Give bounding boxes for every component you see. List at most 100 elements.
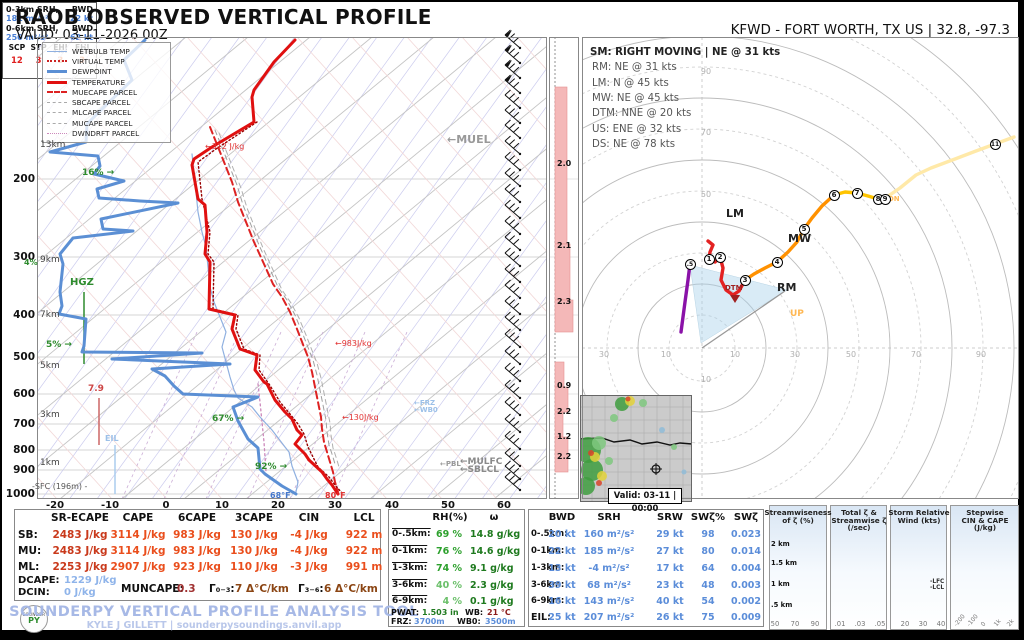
thermo-header-CIN: CIN	[298, 512, 320, 524]
height-label: 1km	[40, 458, 60, 468]
rh-row-label: 3-6km:	[392, 580, 428, 590]
temp-axis-tick: 0	[162, 500, 170, 511]
thermo-value: 130 J/kg	[230, 545, 278, 557]
legend-item-muecape: MUECAPE PARCEL	[47, 87, 166, 97]
thermo-value: -4 J/kg	[290, 529, 328, 541]
wb-value: 21 °C	[487, 608, 511, 617]
thermo-header-3CAPE: 3CAPE	[234, 512, 274, 524]
shear-header-1: SRH	[597, 512, 621, 523]
rh-row-label: 6-9km:	[392, 596, 428, 606]
frz-value: 3700m	[414, 617, 445, 626]
hodo-height-marker-2: 2	[714, 251, 726, 263]
skewt-annotation: ←312 J/kg	[205, 142, 245, 151]
skewt-annotation: ←SBLCL	[460, 465, 499, 475]
rh-value: 40 %	[435, 580, 462, 591]
shear-value: 0.002	[730, 596, 762, 607]
temperature-line-swatch	[47, 80, 67, 84]
thermo-value: 983 J/kg	[173, 529, 221, 541]
wind-barb-flag	[505, 30, 512, 37]
rh-row-label: 0-.5km:	[392, 529, 431, 539]
mlcape-line-swatch	[47, 112, 67, 114]
wb0-value: 3500m	[485, 617, 516, 626]
shear-value: 0.023	[730, 529, 762, 540]
panel-2-title-line: Wind (kts)	[897, 515, 941, 525]
shear-value: 75	[701, 612, 715, 623]
rh-value: 76 %	[435, 546, 462, 557]
temp-axis-tick: 20	[271, 500, 285, 511]
hodo-ring-label: 30	[789, 350, 801, 359]
skewt-annotation: HGZ	[70, 277, 94, 288]
shear-value: 143 m²/s²	[583, 596, 635, 607]
radar-valid-banner: Valid: 03-11 | 00:00	[608, 488, 682, 513]
panel-1-tick: .05	[874, 620, 886, 628]
index-header-scp-0: SCP	[8, 42, 26, 52]
storm-motion-line-2: LM: N @ 45 kts	[592, 77, 669, 89]
temp-axis-tick: -20	[45, 500, 65, 511]
muncape-label: MUNCAPE:	[121, 583, 184, 595]
layer-bars-frame	[549, 37, 579, 499]
footer-brand: SOUNDERPY VERTICAL PROFILE ANALYSIS TOOL	[9, 604, 419, 620]
temp-axis-tick: 30	[328, 500, 342, 511]
thermo-header-6CAPE: 6CAPE	[177, 512, 217, 524]
shear-header-2: SRW	[657, 512, 683, 523]
legend-item-dwndrft: DWNDRFT PARCEL	[47, 128, 166, 138]
legend-item-dewpoint: DEWPOINT	[47, 67, 166, 77]
hodo-motion-label-up: UP	[790, 309, 804, 319]
thermo-value: 983 J/kg	[173, 545, 221, 557]
gamma-3-6-label: Γ₃₋₆:	[298, 583, 324, 595]
shear-value: 16 kt	[548, 596, 576, 607]
skewt-annotation: -SFC (196m) -	[32, 482, 88, 491]
hodo-ring-label: 10	[729, 350, 741, 359]
thermo-value: 3114 J/kg	[110, 529, 166, 541]
legend-item-mucape: MUCAPE PARCEL	[47, 118, 166, 128]
hodo-ring-label: 70	[700, 128, 712, 137]
rh-header: RH(%)	[432, 512, 468, 523]
legend-label: MUCAPE PARCEL	[72, 118, 133, 128]
rh-value: 69 %	[435, 529, 462, 540]
layer-bar-value: 0.9	[557, 381, 572, 390]
hodo-ring-label: 30	[598, 350, 610, 359]
omega-value: 14.6 g/kg	[470, 546, 521, 557]
height-label: 3km	[40, 410, 60, 420]
thermo-value: 2253 J/kg	[52, 561, 108, 573]
legend-label: VIRTUAL TEMP	[72, 56, 125, 66]
srh-0-3-value: 181 m²/s²	[6, 14, 49, 24]
storm-motion-line-5: US: ENE @ 32 kts	[592, 123, 682, 135]
panel-0-tick: 90	[810, 620, 820, 628]
wetbulb-line-swatch	[47, 50, 67, 52]
pressure-label: 700	[13, 418, 35, 430]
shear-row-label: 0-1km:	[531, 546, 565, 556]
dcin-label: DCIN:	[18, 587, 50, 598]
dcin-value: 0 J/kg	[64, 587, 96, 598]
rh-value: 74 %	[435, 563, 462, 574]
thermo-value: 130 J/kg	[230, 529, 278, 541]
hodo-motion-label-dtm: DTM	[725, 284, 743, 292]
thermo-value: 922 m	[345, 545, 383, 557]
wb-label: WB:	[465, 608, 484, 617]
panel-km-label: 2 km	[771, 540, 790, 548]
srh-0-3-label: 0-3km SRH,	[6, 5, 59, 14]
page-title: RAOB OBSERVED VERTICAL PROFILE	[15, 5, 432, 29]
shear-value: 48	[701, 580, 715, 591]
omega-value: 0.1 g/kg	[470, 596, 514, 607]
shear-value: 0.009	[730, 612, 762, 623]
rh-row-label: 0-1km:	[392, 546, 428, 556]
dewpoint-line-swatch	[47, 70, 67, 74]
thermo-row-label: MU:	[18, 545, 42, 557]
legend-item-wetbulb: WETBULB TEMP	[47, 46, 166, 56]
footer-byline: KYLE J GILLETT | sounderpysoundings.anvi…	[86, 620, 342, 631]
pressure-label: 1000	[5, 488, 35, 500]
thermo-value: 2907 J/kg	[110, 561, 166, 573]
layer-bar-value: 1.2	[557, 432, 572, 441]
panel-1-title-line: Streamwise ζ	[831, 515, 887, 525]
hodo-motion-label-lm: LM	[726, 207, 744, 220]
thermo-value: 110 J/kg	[230, 561, 278, 573]
sbcape-line-swatch	[47, 102, 67, 104]
pressure-label: 300	[13, 251, 35, 263]
layer-bar-value: 2.2	[557, 452, 572, 461]
index-value-0: 12	[10, 55, 23, 66]
legend-label: SBCAPE PARCEL	[72, 98, 131, 108]
shear-table-frame	[528, 509, 764, 627]
panel-3-title-line: CIN & CAPE	[961, 515, 1009, 525]
